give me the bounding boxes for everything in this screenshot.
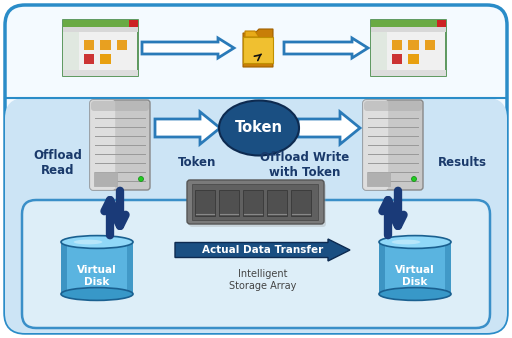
FancyBboxPatch shape: [367, 172, 390, 186]
FancyBboxPatch shape: [100, 54, 111, 64]
FancyArrow shape: [298, 112, 360, 144]
FancyBboxPatch shape: [187, 180, 324, 224]
FancyBboxPatch shape: [371, 27, 445, 32]
FancyBboxPatch shape: [371, 20, 445, 76]
FancyBboxPatch shape: [62, 32, 79, 76]
FancyArrow shape: [155, 112, 220, 144]
FancyBboxPatch shape: [371, 32, 387, 76]
FancyBboxPatch shape: [5, 5, 507, 333]
FancyBboxPatch shape: [83, 54, 94, 64]
FancyBboxPatch shape: [437, 20, 445, 27]
FancyBboxPatch shape: [363, 100, 423, 190]
FancyBboxPatch shape: [62, 70, 138, 76]
FancyBboxPatch shape: [62, 27, 138, 32]
FancyBboxPatch shape: [83, 40, 94, 50]
FancyBboxPatch shape: [444, 242, 451, 294]
Text: Virtual
Disk: Virtual Disk: [77, 265, 117, 287]
Text: Virtual
Disk: Virtual Disk: [395, 265, 435, 287]
FancyArrow shape: [142, 38, 234, 58]
Ellipse shape: [61, 288, 133, 300]
FancyBboxPatch shape: [62, 20, 138, 76]
FancyBboxPatch shape: [371, 70, 445, 76]
FancyBboxPatch shape: [192, 184, 318, 220]
FancyBboxPatch shape: [195, 190, 215, 216]
FancyArrow shape: [284, 38, 368, 58]
FancyBboxPatch shape: [94, 172, 117, 186]
FancyBboxPatch shape: [22, 200, 490, 328]
FancyBboxPatch shape: [267, 190, 287, 216]
FancyBboxPatch shape: [379, 242, 386, 294]
FancyBboxPatch shape: [243, 190, 263, 216]
Ellipse shape: [379, 288, 451, 300]
FancyBboxPatch shape: [392, 54, 402, 64]
Ellipse shape: [61, 236, 133, 248]
FancyBboxPatch shape: [424, 40, 435, 50]
FancyBboxPatch shape: [129, 20, 138, 27]
FancyBboxPatch shape: [5, 98, 507, 333]
FancyBboxPatch shape: [364, 101, 422, 111]
FancyBboxPatch shape: [392, 40, 402, 50]
FancyBboxPatch shape: [363, 100, 388, 190]
Circle shape: [412, 176, 416, 182]
FancyBboxPatch shape: [291, 190, 311, 216]
FancyBboxPatch shape: [90, 100, 115, 190]
Text: Token: Token: [178, 156, 216, 169]
FancyBboxPatch shape: [189, 183, 326, 227]
Polygon shape: [243, 37, 273, 63]
Ellipse shape: [379, 236, 451, 248]
FancyBboxPatch shape: [408, 40, 418, 50]
Text: Actual Data Transfer: Actual Data Transfer: [202, 245, 324, 255]
FancyBboxPatch shape: [371, 20, 445, 27]
Text: Offload
Read: Offload Read: [34, 149, 82, 177]
Text: Results: Results: [437, 156, 486, 169]
FancyBboxPatch shape: [126, 242, 133, 294]
Ellipse shape: [392, 240, 420, 244]
FancyBboxPatch shape: [100, 40, 111, 50]
Polygon shape: [245, 31, 259, 37]
FancyBboxPatch shape: [219, 190, 239, 216]
FancyBboxPatch shape: [61, 242, 68, 294]
FancyBboxPatch shape: [90, 100, 150, 190]
Polygon shape: [243, 29, 273, 67]
Circle shape: [139, 176, 143, 182]
Text: Token: Token: [235, 121, 283, 136]
FancyBboxPatch shape: [379, 242, 451, 294]
Text: Intelligent
Storage Array: Intelligent Storage Array: [229, 269, 296, 291]
Text: Offload Write
with Token: Offload Write with Token: [261, 151, 350, 179]
FancyArrow shape: [175, 239, 350, 261]
FancyBboxPatch shape: [117, 40, 127, 50]
FancyBboxPatch shape: [91, 101, 149, 111]
Ellipse shape: [219, 100, 299, 155]
Ellipse shape: [74, 240, 102, 244]
FancyBboxPatch shape: [61, 242, 133, 294]
FancyBboxPatch shape: [62, 20, 138, 27]
FancyBboxPatch shape: [408, 54, 418, 64]
